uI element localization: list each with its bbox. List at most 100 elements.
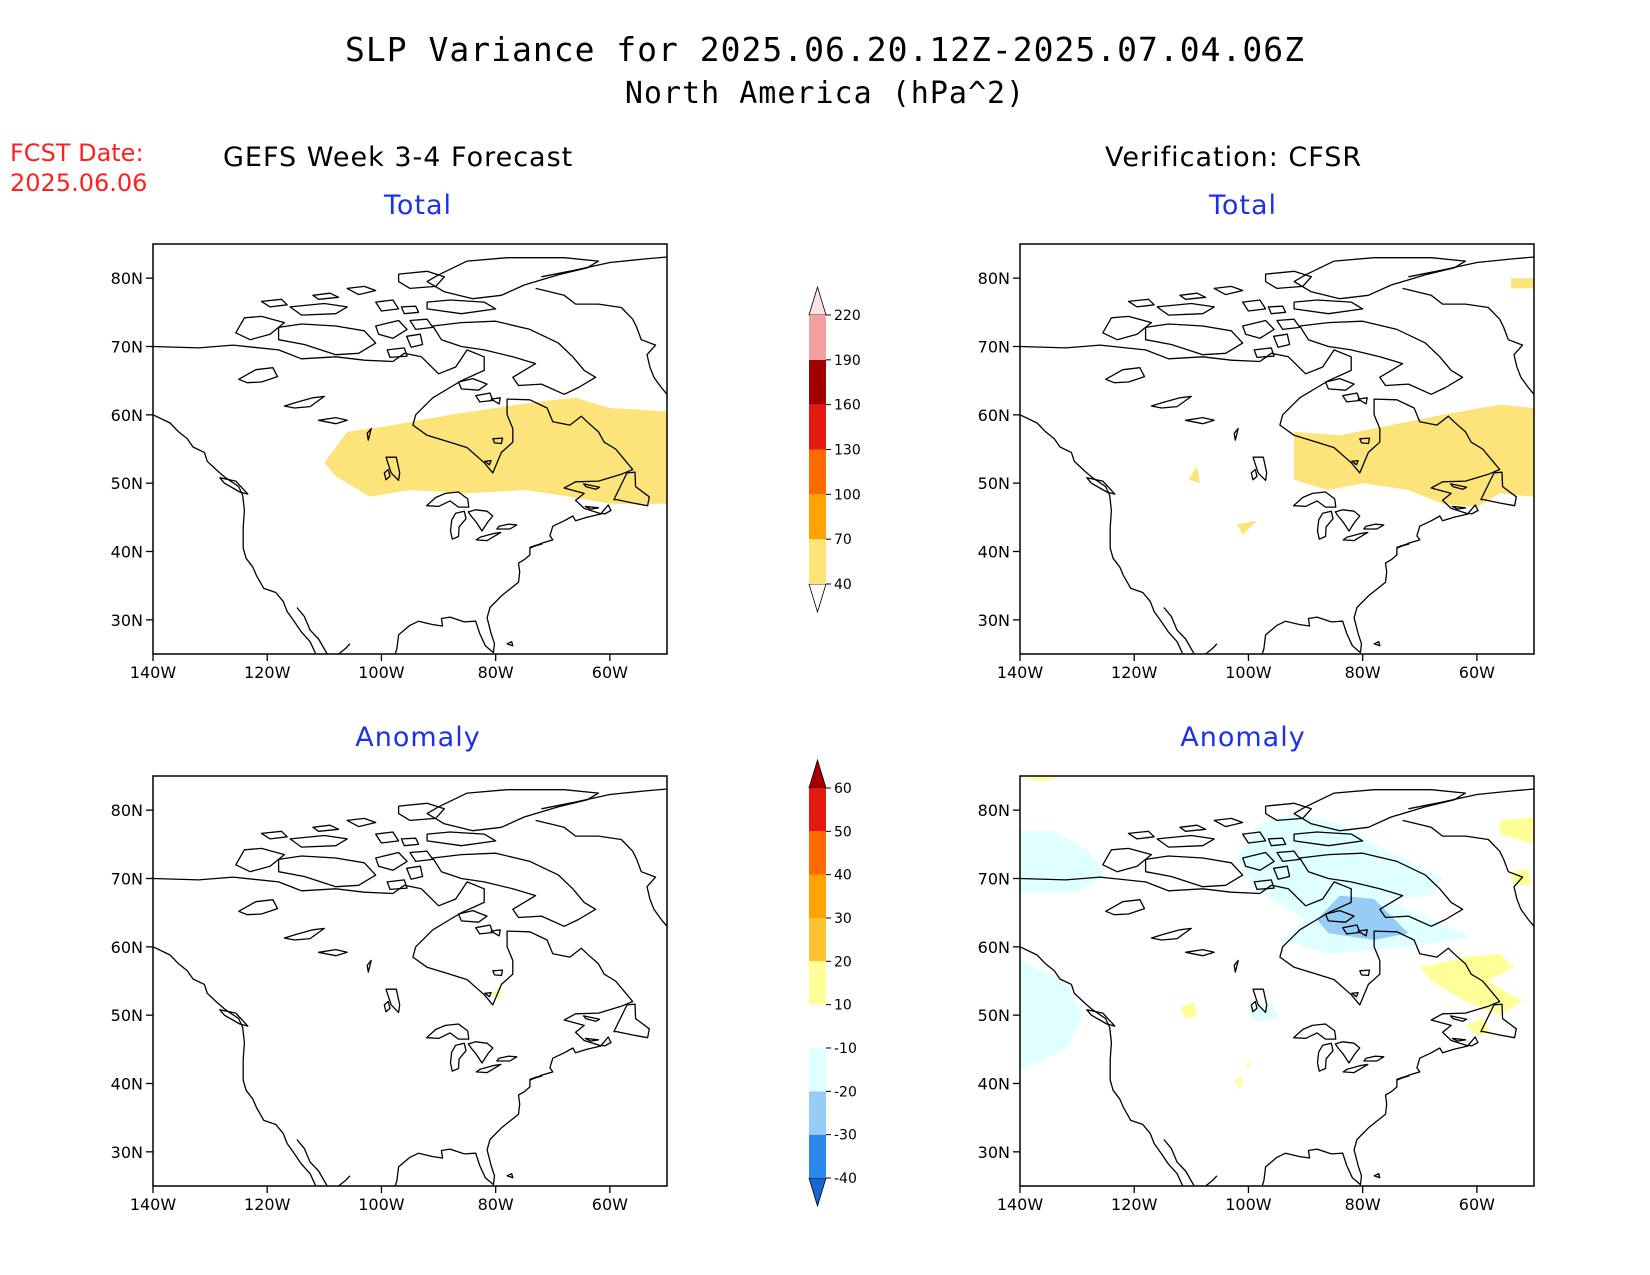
lon-tick-label: 140W <box>997 1195 1044 1214</box>
colorbar-label: 70 <box>834 532 852 548</box>
coastline-sverdrup-c <box>1127 298 1155 308</box>
lat-tick-label: 60N <box>111 938 143 957</box>
coastline-pei <box>1451 505 1467 510</box>
colorbar-label: 60 <box>834 781 852 797</box>
lon-tick-label: 60W <box>1459 663 1495 682</box>
coastline-baffin <box>1299 320 1464 395</box>
coastline-ontario <box>1363 523 1385 530</box>
coastline-long-island <box>529 1075 543 1081</box>
lon-tick-label: 140W <box>130 663 177 682</box>
map-layers <box>1020 256 1534 654</box>
coastline-great-bear <box>238 899 279 916</box>
lat-tick-label: 50N <box>111 474 143 493</box>
coastline-anticosti <box>582 1015 601 1022</box>
coastline-great-bear <box>1105 367 1146 384</box>
coastline-cape-breton <box>600 504 612 515</box>
map-layers <box>153 788 667 1186</box>
colorbar-label: -40 <box>834 1171 857 1187</box>
coastline-axel-heiberg <box>1264 270 1312 290</box>
colorbar-swatch <box>809 1134 826 1178</box>
coastline-huron <box>467 1041 494 1064</box>
map-layers <box>1020 777 1534 1186</box>
lon-tick-label: 120W <box>1111 663 1158 682</box>
map-frame <box>1019 243 1535 655</box>
lon-tick-label: 140W <box>997 663 1044 682</box>
coastline-pei <box>584 505 600 510</box>
coastline-vancouver-island <box>219 1009 249 1027</box>
lat-tick-label: 50N <box>978 1006 1010 1025</box>
colorbar-label: 220 <box>834 308 861 324</box>
coastline-huron <box>467 509 494 532</box>
coastline-mainland <box>1020 344 1501 654</box>
anomaly-colorbar: -40 -30 -20 -10 10 20 30 40 50 60 <box>808 758 857 1208</box>
colorbar-swatch <box>809 494 826 540</box>
shaded-region-40-70 <box>1237 520 1257 535</box>
panel-title-forecast-total: Total <box>383 190 453 221</box>
coastline-cape-breton <box>1467 504 1479 515</box>
coastline-ontario <box>496 1055 518 1062</box>
coastline-winnipeg <box>385 456 401 482</box>
coastline-michigan <box>449 1042 467 1072</box>
coastline-great-slave <box>283 927 325 941</box>
coastline-devon <box>426 831 497 847</box>
coastline-vancouver-island <box>1086 477 1116 495</box>
map-frame <box>1019 775 1535 1187</box>
lon-tick-label: 80W <box>478 663 514 682</box>
coastline-victoria <box>277 323 377 356</box>
coastline-reindeer <box>366 427 372 441</box>
coastline-victoria <box>1144 323 1244 356</box>
coastline-coats <box>475 392 494 403</box>
coastline-anticosti <box>1449 1015 1468 1022</box>
coastline-devon <box>426 299 497 315</box>
colorbar-swatch <box>809 1004 826 1048</box>
coastline-banks <box>235 847 286 873</box>
coastline-akimiski <box>1351 459 1359 466</box>
colorbar-swatch <box>809 449 826 495</box>
colorbar-label: -10 <box>834 1041 857 1057</box>
shaded-region--30--20 <box>1317 895 1409 940</box>
coastline-superior <box>1292 491 1337 508</box>
lat-tick-label: 30N <box>978 1143 1010 1162</box>
coastline-cornwallis <box>400 305 420 315</box>
coastline-cape-breton <box>600 1036 612 1047</box>
shaded-region-40-70 <box>1294 404 1534 508</box>
lat-tick-label: 80N <box>978 801 1010 820</box>
coastline-melville <box>1156 834 1215 848</box>
colorbar-swatch <box>809 539 826 584</box>
colorbar-swatch <box>809 404 826 450</box>
coastline-southampton <box>457 377 488 391</box>
coastline-sverdrup-c <box>260 830 288 840</box>
coastline-banks <box>1102 847 1153 873</box>
shaded-region-40-70 <box>1188 466 1200 484</box>
coastline-mexico-inland <box>338 1175 351 1186</box>
colorbar-label: 130 <box>834 443 861 459</box>
lon-tick-label: 60W <box>592 1195 628 1214</box>
lat-tick-label: 60N <box>978 406 1010 425</box>
coastline-prince-wales <box>375 851 408 871</box>
coastline-manitoba-lakes <box>383 1000 391 1013</box>
coastline-bahamas <box>1373 641 1381 647</box>
coastline-melville <box>1156 302 1215 316</box>
coastline-mainland <box>1020 876 1501 1186</box>
coastline-somerset <box>409 318 434 331</box>
shaded-region-10-20 <box>1234 1076 1243 1091</box>
coastline-boothia <box>1272 333 1291 348</box>
colorbar-swatch <box>809 831 826 875</box>
colorbar-label: 190 <box>834 353 861 369</box>
coastline-sverdrup-b <box>1179 824 1207 832</box>
coastline-king-william <box>386 879 408 891</box>
lon-tick-label: 80W <box>1345 663 1381 682</box>
lat-tick-label: 70N <box>111 870 143 889</box>
coastline-newfoundland <box>613 1003 650 1039</box>
coastline-mansel <box>1357 397 1368 405</box>
coastline-akimiski <box>1351 991 1359 998</box>
colorbar-min-arrow <box>808 1177 827 1208</box>
coastline-melville <box>289 302 348 316</box>
coastline-bathurst <box>1242 299 1267 312</box>
coastline-ontario <box>1363 1055 1385 1062</box>
coastline-west-coast <box>1020 414 1184 654</box>
colorbar-label: 100 <box>834 487 861 503</box>
coastline-belcher <box>492 437 504 445</box>
coastline-prince-wales <box>1242 319 1275 339</box>
